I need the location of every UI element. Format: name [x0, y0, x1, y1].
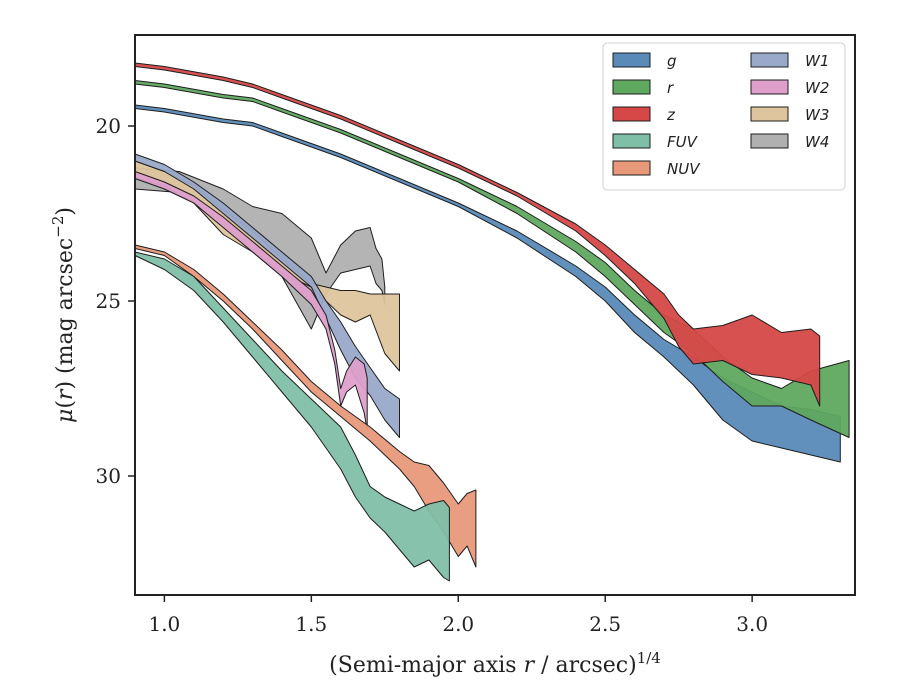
legend-label-z: z	[666, 106, 676, 124]
legend: grz FUV NUV W1 W2 W3 W4	[602, 42, 846, 191]
x-axis-title: (Semi-major axis r / arcsec)1/4	[329, 649, 661, 678]
legend-label-w2: W2	[805, 79, 829, 97]
y-tick-label: 30	[96, 464, 121, 488]
legend-label-nuv: NUV	[667, 160, 701, 178]
x-tick-label: 1.5	[295, 612, 327, 636]
legend-swatch-z	[612, 106, 651, 122]
band-layer	[134, 62, 850, 582]
y-axis: 20 25 30	[96, 114, 135, 488]
band-r	[134, 80, 850, 438]
legend-label-fuv: FUV	[667, 133, 699, 151]
band-z	[134, 62, 821, 407]
legend-label-g: g	[667, 52, 677, 70]
y-tick-label: 20	[96, 114, 121, 138]
legend-swatch-r	[612, 79, 651, 95]
legend-label-w3: W3	[805, 106, 829, 124]
legend-label-w1: W1	[805, 52, 829, 70]
legend-label-r: r	[667, 79, 674, 97]
legend-swatch-g	[612, 52, 651, 68]
plot-frame	[134, 34, 856, 596]
legend-swatch-nuv	[612, 160, 651, 176]
x-tick-label: 2.0	[442, 612, 474, 636]
legend-swatch-fuv	[612, 133, 651, 149]
legend-swatch-w3	[750, 106, 789, 122]
band-nuv	[134, 244, 477, 568]
band-g	[134, 104, 841, 463]
x-tick-label: 2.5	[589, 612, 621, 636]
legend-swatch-w4	[750, 133, 789, 149]
legend-label-w4: W4	[805, 133, 829, 151]
band-w1	[134, 153, 400, 438]
x-tick-label: 1.0	[148, 612, 180, 636]
x-axis: 1.0 1.5 2.0 2.5 3.0	[148, 595, 768, 636]
legend-swatch-w2	[750, 79, 789, 95]
y-tick-label: 25	[96, 289, 121, 313]
x-tick-label: 3.0	[736, 612, 768, 636]
legend-swatch-w1	[750, 52, 789, 68]
y-axis-title: μ(r) (mag arcsec−2)	[49, 207, 78, 423]
band-fuv	[134, 251, 450, 582]
